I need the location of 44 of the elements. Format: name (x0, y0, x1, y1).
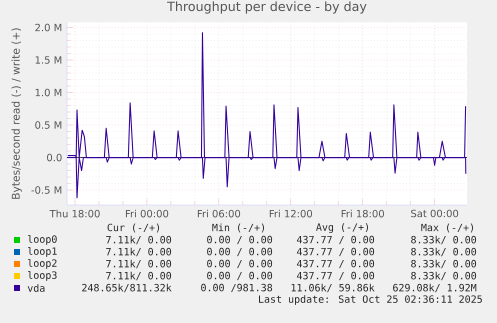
text: 437.77 / 0.00 (296, 260, 374, 268)
text: 629.08k/ 1.92M (393, 284, 476, 292)
text: 8.33k/ 0.00 (411, 248, 476, 256)
text: Max (-/+) (421, 224, 473, 232)
text: 7.11k/ 0.00 (106, 260, 172, 268)
x-tick-label: Fri 18:00 (342, 210, 384, 218)
text: 0.00 /981.38 (201, 284, 272, 292)
x-tick-label: Fri 00:00 (126, 210, 168, 218)
text: 7.11k/ 0.00 (106, 248, 172, 256)
legend-label: vda (28, 284, 44, 292)
x-tick-label: Fri 06:00 (198, 210, 240, 218)
y-tick-label: 0.5 M (35, 121, 62, 129)
y-tick-label: -0.5 M (31, 186, 62, 194)
text: 248.65k/811.32k (82, 284, 172, 292)
legend-label: loop2 (28, 259, 57, 269)
text: Cur (-/+) (108, 224, 159, 232)
text: 0.00 / 0.00 (207, 272, 272, 280)
text: 8.33k/ 0.00 (411, 236, 476, 244)
text: 437.77 / 0.00 (296, 248, 374, 256)
chart-title: Throughput per device - by day (167, 1, 367, 14)
y-tick-label: 0.0 (47, 154, 62, 162)
text: 0.00 / 0.00 (207, 260, 272, 268)
text: 437.77 / 0.00 (296, 272, 374, 280)
y-tick-label: 1.0 M (36, 88, 62, 96)
y-tick-label: 1.5 M (36, 56, 62, 64)
legend-label: loop1 (28, 247, 57, 257)
text: 0.00 / 0.00 (207, 248, 272, 256)
text: 11.06k/ 59.86k (292, 284, 375, 292)
text: Avg (-/+) (316, 223, 368, 233)
text: Last update: Sat Oct 25 02:36:11 2025 (259, 295, 482, 305)
y-tick-label: 2.0 M (35, 24, 62, 32)
x-tick-label: Fri 12:00 (270, 210, 312, 218)
x-tick-label: Thu 18:00 (50, 210, 100, 218)
text: 8.33k/ 0.00 (411, 272, 476, 280)
text: Min (-/+) (212, 224, 264, 232)
legend-label: loop0 (28, 235, 57, 245)
x-tick-label: Sat 00:00 (411, 210, 458, 218)
legend-label: loop3 (28, 271, 57, 281)
text: 8.33k/ 0.00 (411, 260, 476, 268)
text: 437.77 / 0.00 (296, 236, 374, 244)
text: 0.00 / 0.00 (207, 236, 272, 244)
text: 7.11k/ 0.00 (106, 236, 172, 244)
text: 7.11k/ 0.00 (106, 272, 172, 280)
y-axis-title: Bytes/second read (-) / write (+) (12, 28, 22, 199)
